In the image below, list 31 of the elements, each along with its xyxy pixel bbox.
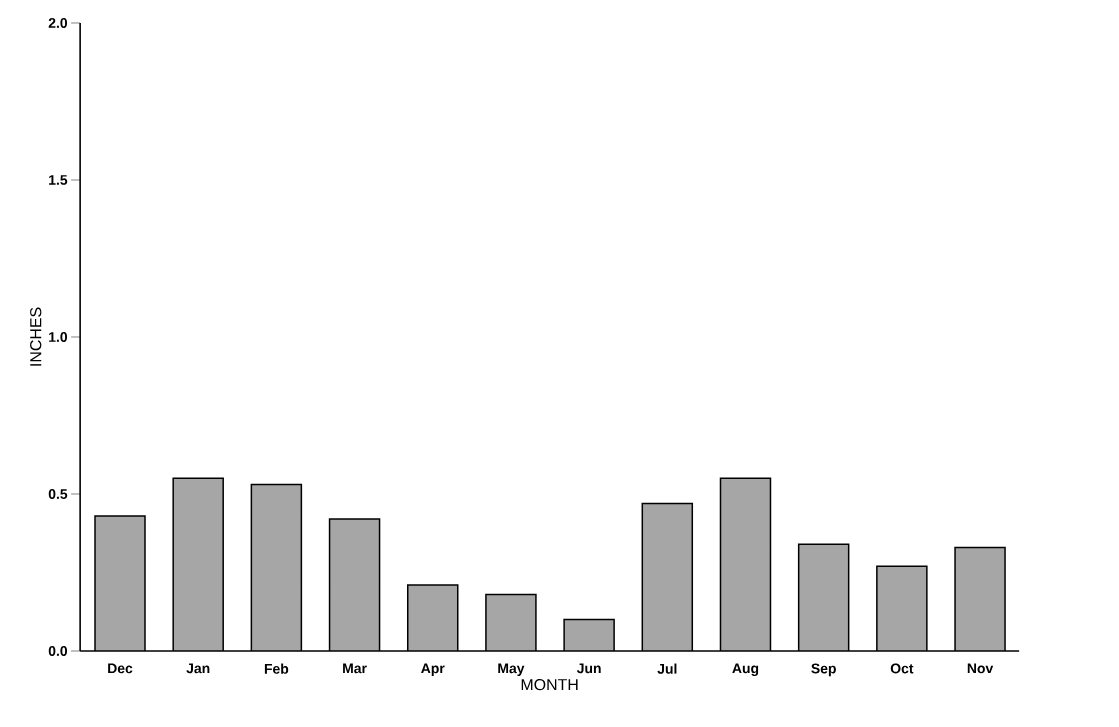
x-tick-label: Apr <box>421 663 445 677</box>
bar <box>95 515 145 651</box>
x-tick-label: Jul <box>657 663 677 674</box>
y-tick-label: 0.5 <box>48 489 68 499</box>
bar <box>954 546 1006 651</box>
x-tick-label: May <box>498 663 525 677</box>
bar <box>329 519 380 651</box>
x-tick-label: Nov <box>967 663 994 674</box>
bar <box>876 566 927 651</box>
bar <box>173 478 224 651</box>
bar <box>798 544 849 651</box>
y-tick-label: 1.5 <box>49 175 68 185</box>
x-tick-label: Feb <box>264 663 289 674</box>
y-axis-title: INCHES <box>30 307 42 366</box>
y-tick-label: 0.0 <box>48 646 68 656</box>
bar <box>251 484 302 651</box>
y-tick-label: 1.0 <box>49 332 68 342</box>
bar <box>407 585 458 651</box>
x-tick-label: Mar <box>343 663 367 674</box>
x-axis-title: MONTH <box>521 679 578 691</box>
x-tick-label: Oct <box>890 663 914 674</box>
x-tick-label: Sep <box>811 663 836 677</box>
y-tick-label: 2.0 <box>48 18 68 28</box>
x-tick-label: Dec <box>108 663 133 674</box>
bar <box>485 594 536 651</box>
bar <box>642 503 693 651</box>
x-tick-label: Aug <box>732 663 759 677</box>
bar <box>564 619 615 651</box>
bar <box>720 478 771 651</box>
x-tick-label: Jun <box>576 663 601 674</box>
x-tick-label: Jan <box>186 663 210 674</box>
